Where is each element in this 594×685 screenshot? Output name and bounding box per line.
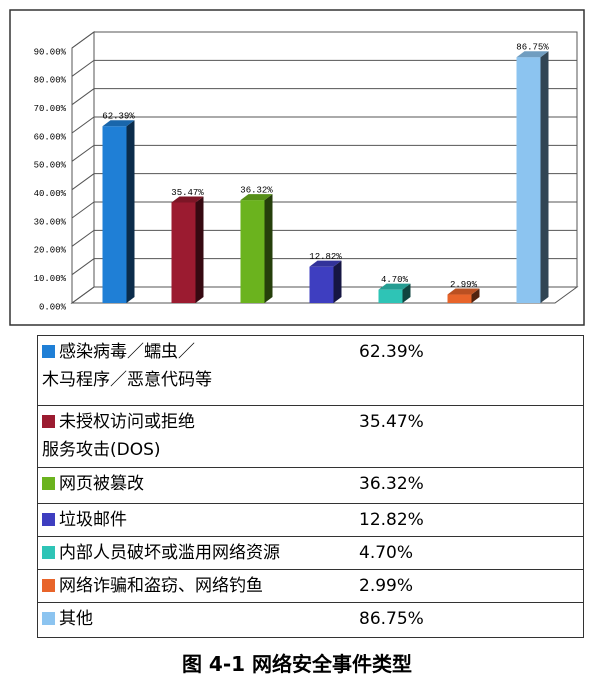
legend-label: 未授权访问或拒绝 服务攻击(DOS)	[42, 412, 195, 460]
y-tick-label: 20.00%	[34, 246, 67, 256]
legend-cell: 内部人员破坏或滥用网络资源	[37, 536, 355, 570]
legend-label: 感染病毒／蠕虫／ 木马程序／恶意代码等	[42, 342, 212, 390]
bar-top	[240, 194, 273, 201]
bar	[171, 202, 196, 303]
legend-row: 感染病毒／蠕虫／ 木马程序／恶意代码等 62.39%	[37, 335, 584, 406]
bar-side	[195, 196, 204, 303]
data-label: 4.70%	[381, 275, 409, 285]
bar-side	[126, 120, 135, 303]
bar-side	[471, 288, 480, 303]
legend-row: 垃圾邮件 12.82%	[37, 503, 584, 537]
legend-label: 网络诈骗和盗窃、网络钓鱼	[59, 576, 263, 596]
grid-line	[71, 144, 577, 162]
legend-label: 网页被篡改	[59, 474, 144, 494]
data-label: 35.47%	[171, 188, 204, 198]
legend-swatch	[42, 513, 55, 526]
legend-value: 36.32%	[355, 467, 584, 504]
y-tick-label: 0.00%	[39, 302, 67, 312]
bar-top	[309, 260, 342, 267]
legend-cell: 网页被篡改	[37, 467, 355, 504]
legend-value: 12.82%	[355, 503, 584, 537]
legend-value: 86.75%	[355, 602, 584, 638]
legend-row: 网络诈骗和盗窃、网络钓鱼 2.99%	[37, 569, 584, 603]
bar	[378, 289, 403, 303]
chart: 0.00% 10.00% 20.00% 30.00% 40.00% 50.00% 60.00…	[9, 9, 585, 326]
legend-row: 内部人员破坏或滥用网络资源 4.70%	[37, 536, 584, 570]
y-tick-label: 50.00%	[34, 161, 67, 171]
legend-swatch	[42, 415, 55, 428]
grid-line	[71, 59, 577, 77]
side-wall	[71, 31, 95, 304]
data-label: 12.82%	[309, 252, 342, 262]
y-tick-label: 10.00%	[34, 274, 67, 284]
bar	[447, 294, 472, 303]
legend-label: 垃圾邮件	[59, 510, 127, 530]
legend-label: 其他	[59, 609, 93, 629]
y-tick-label: 30.00%	[34, 217, 67, 227]
legend-cell: 感染病毒／蠕虫／ 木马程序／恶意代码等	[37, 335, 355, 406]
bar-top	[102, 120, 135, 127]
legend-value: 35.47%	[355, 405, 584, 468]
legend-row: 其他 86.75%	[37, 602, 584, 638]
y-tick-label: 70.00%	[34, 104, 67, 114]
grid-line	[71, 258, 577, 276]
back-wall	[93, 31, 578, 288]
data-label: 62.39%	[102, 112, 135, 122]
legend-row: 未授权访问或拒绝 服务攻击(DOS) 35.47%	[37, 405, 584, 468]
legend-swatch	[42, 579, 55, 592]
grid-line	[71, 31, 577, 49]
legend-swatch	[42, 477, 55, 490]
grid-line	[71, 88, 577, 106]
bar	[240, 200, 265, 303]
legend-cell: 网络诈骗和盗窃、网络钓鱼	[37, 569, 355, 603]
bar-top	[171, 196, 204, 203]
legend-swatch	[42, 612, 55, 625]
bar-top	[516, 51, 549, 58]
bar-top	[447, 288, 480, 295]
legend-cell: 未授权访问或拒绝 服务攻击(DOS)	[37, 405, 355, 468]
bar-top	[378, 283, 411, 290]
bar-side	[402, 283, 411, 303]
grid-line	[71, 173, 577, 191]
bar	[309, 266, 334, 303]
legend-row: 网页被篡改 36.32%	[37, 467, 584, 504]
bar	[516, 57, 541, 304]
y-tick-label: 60.00%	[34, 132, 67, 142]
legend-label: 内部人员破坏或滥用网络资源	[59, 543, 280, 563]
data-label: 2.99%	[450, 280, 478, 290]
data-label: 36.32%	[240, 185, 273, 195]
legend-table: 感染病毒／蠕虫／ 木马程序／恶意代码等 62.39% 未授权访问或拒绝 服务攻击(D…	[37, 335, 584, 638]
bar	[102, 126, 127, 303]
y-tick-label: 40.00%	[34, 189, 67, 199]
y-tick-label: 80.00%	[34, 76, 67, 86]
bar-side	[333, 260, 342, 303]
legend-cell: 垃圾邮件	[37, 503, 355, 537]
grid-line	[71, 286, 577, 304]
legend-swatch	[42, 546, 55, 559]
y-tick-label: 90.00%	[34, 47, 67, 57]
bar-side	[540, 51, 549, 304]
legend-swatch	[42, 345, 55, 358]
grid-line	[71, 229, 577, 247]
legend-value: 4.70%	[355, 536, 584, 570]
legend-value: 62.39%	[355, 335, 584, 406]
grid-line	[71, 116, 577, 134]
grid-line	[71, 201, 577, 219]
caption: 图 4-1 网络安全事件类型	[181, 652, 413, 676]
legend-value: 2.99%	[355, 569, 584, 603]
data-label: 86.75%	[516, 43, 549, 53]
legend-cell: 其他	[37, 602, 355, 638]
bar-side	[264, 194, 273, 303]
